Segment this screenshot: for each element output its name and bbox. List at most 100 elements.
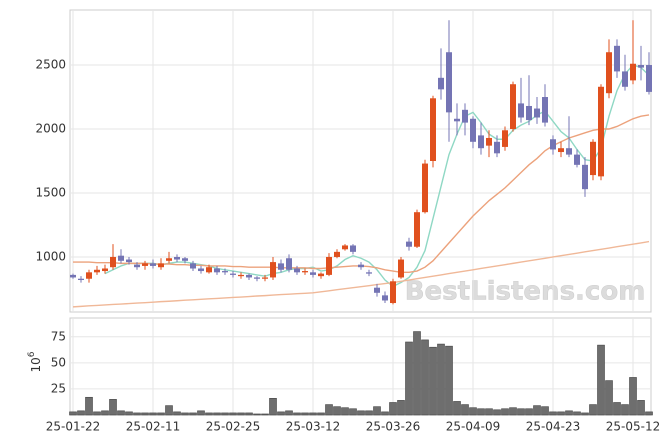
moving-average-line	[73, 114, 650, 274]
candle-body	[518, 103, 524, 118]
volume-bar	[117, 410, 125, 416]
candle-body	[94, 269, 100, 273]
volume-bar	[349, 408, 357, 416]
candle-body	[366, 272, 372, 274]
candle-body	[246, 274, 252, 278]
candle-body	[262, 277, 268, 279]
volume-bar	[141, 412, 149, 416]
volume-bar	[261, 413, 269, 416]
candle-body	[334, 251, 340, 257]
volume-bar	[229, 412, 237, 416]
x-tick-label: 25-02-11	[126, 420, 180, 434]
candle-body	[638, 65, 644, 68]
volume-bar	[149, 412, 157, 416]
candle-body	[414, 212, 420, 247]
volume-bar	[461, 404, 469, 416]
candle-body	[126, 259, 132, 263]
volume-bar	[517, 408, 525, 416]
candle-body	[286, 258, 292, 270]
volume-bar	[197, 410, 205, 416]
candle-body	[430, 98, 436, 161]
volume-bar	[469, 407, 477, 416]
y-tick-label: 25	[51, 381, 66, 395]
volume-bar	[133, 412, 141, 416]
volume-bar	[565, 410, 573, 416]
volume-panel	[69, 317, 652, 416]
candle-body	[222, 271, 228, 273]
candle-body	[278, 263, 284, 270]
candle-body	[526, 105, 532, 121]
volume-bar	[253, 413, 261, 416]
volume-bar	[189, 412, 197, 416]
x-tick-label: 25-02-25	[206, 420, 260, 434]
volume-bar	[405, 341, 413, 416]
candle-body	[614, 45, 620, 72]
x-tick-label: 25-03-12	[286, 420, 340, 434]
volume-bar	[357, 410, 365, 416]
volume-bar	[581, 412, 589, 416]
volume-bar	[413, 331, 421, 416]
candle-body	[118, 255, 124, 261]
volume-bar	[269, 398, 277, 416]
y-tick-label: 2000	[35, 122, 66, 136]
volume-bar	[93, 411, 101, 416]
candle-body	[542, 97, 548, 123]
plot-layer: 25-01-22 25-02-11 25-02-25 25-03-12 25-03-26…	[35, 9, 660, 434]
candle-body	[302, 271, 308, 273]
candle-body	[294, 268, 300, 273]
volume-bar	[205, 412, 213, 416]
volume-bar	[277, 411, 285, 416]
candle-body	[534, 108, 540, 118]
price-panel	[69, 9, 652, 313]
candle-body	[398, 259, 404, 278]
volume-bar	[157, 412, 165, 416]
candle-body	[630, 63, 636, 81]
volume-bar	[549, 411, 557, 416]
candle-body	[350, 245, 356, 252]
volume-bar	[165, 405, 173, 416]
candle-body	[574, 154, 580, 165]
candle-body	[158, 263, 164, 268]
candle-body	[550, 139, 556, 150]
candle-body	[646, 65, 652, 92]
volume-bar	[493, 409, 501, 416]
y-tick-label: 50	[51, 355, 66, 369]
x-tick-label: 25-01-22	[46, 420, 100, 434]
x-tick-label: 25-03-26	[366, 420, 420, 434]
candle-body	[238, 274, 244, 277]
volume-bar	[181, 412, 189, 416]
volume-bar	[621, 404, 629, 416]
candle-body	[590, 141, 596, 176]
candle-body	[102, 268, 108, 272]
volume-bar	[533, 405, 541, 416]
volume-bar	[597, 344, 605, 416]
candle-body	[110, 256, 116, 268]
candle-body	[510, 84, 516, 130]
volume-bar	[485, 408, 493, 416]
candle-body	[270, 262, 276, 278]
candle-body	[622, 71, 628, 87]
volume-bar	[333, 406, 341, 416]
volume-bar	[309, 412, 317, 416]
candle-body	[254, 277, 260, 279]
candle-body	[494, 141, 500, 154]
candle-body	[390, 281, 396, 304]
volume-bar	[245, 412, 253, 416]
volume-bar	[325, 404, 333, 416]
volume-bar	[381, 411, 389, 416]
volume-bar	[77, 410, 85, 416]
candle-body	[174, 256, 180, 260]
volume-bar	[613, 402, 621, 416]
volume-bar	[645, 411, 653, 416]
volume-bar	[421, 339, 429, 416]
volume-bar	[365, 410, 373, 416]
candle-body	[566, 148, 572, 155]
candle-body	[342, 245, 348, 250]
y-tick-label: 75	[51, 329, 66, 343]
candle-body	[422, 163, 428, 213]
volume-bar	[573, 411, 581, 416]
volume-bar	[453, 401, 461, 416]
candle-body	[462, 109, 468, 123]
volume-bar	[397, 400, 405, 416]
